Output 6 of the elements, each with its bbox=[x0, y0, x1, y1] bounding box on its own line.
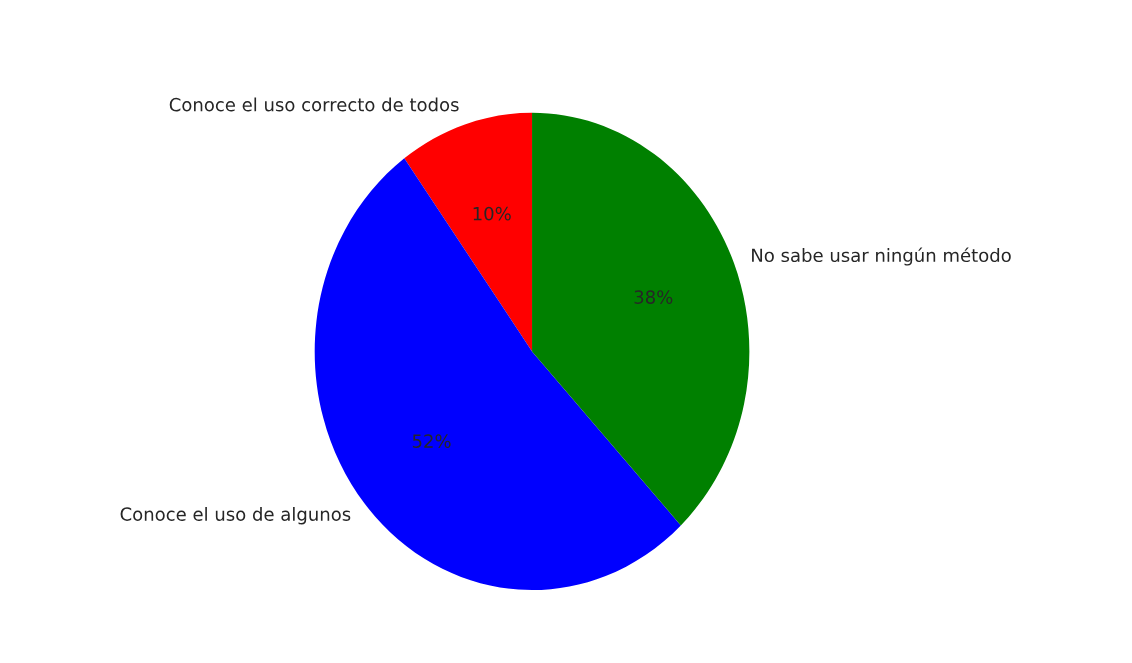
data-label: 52% bbox=[412, 434, 451, 448]
data-label: 10% bbox=[473, 206, 511, 221]
slice-label: Conoce el uso correcto de todos bbox=[169, 97, 459, 112]
slice-label: Conoce el uso de algunos bbox=[120, 506, 351, 525]
data-label: 38% bbox=[634, 290, 673, 304]
slice-label: No sabe usar ningún método bbox=[752, 247, 1011, 266]
